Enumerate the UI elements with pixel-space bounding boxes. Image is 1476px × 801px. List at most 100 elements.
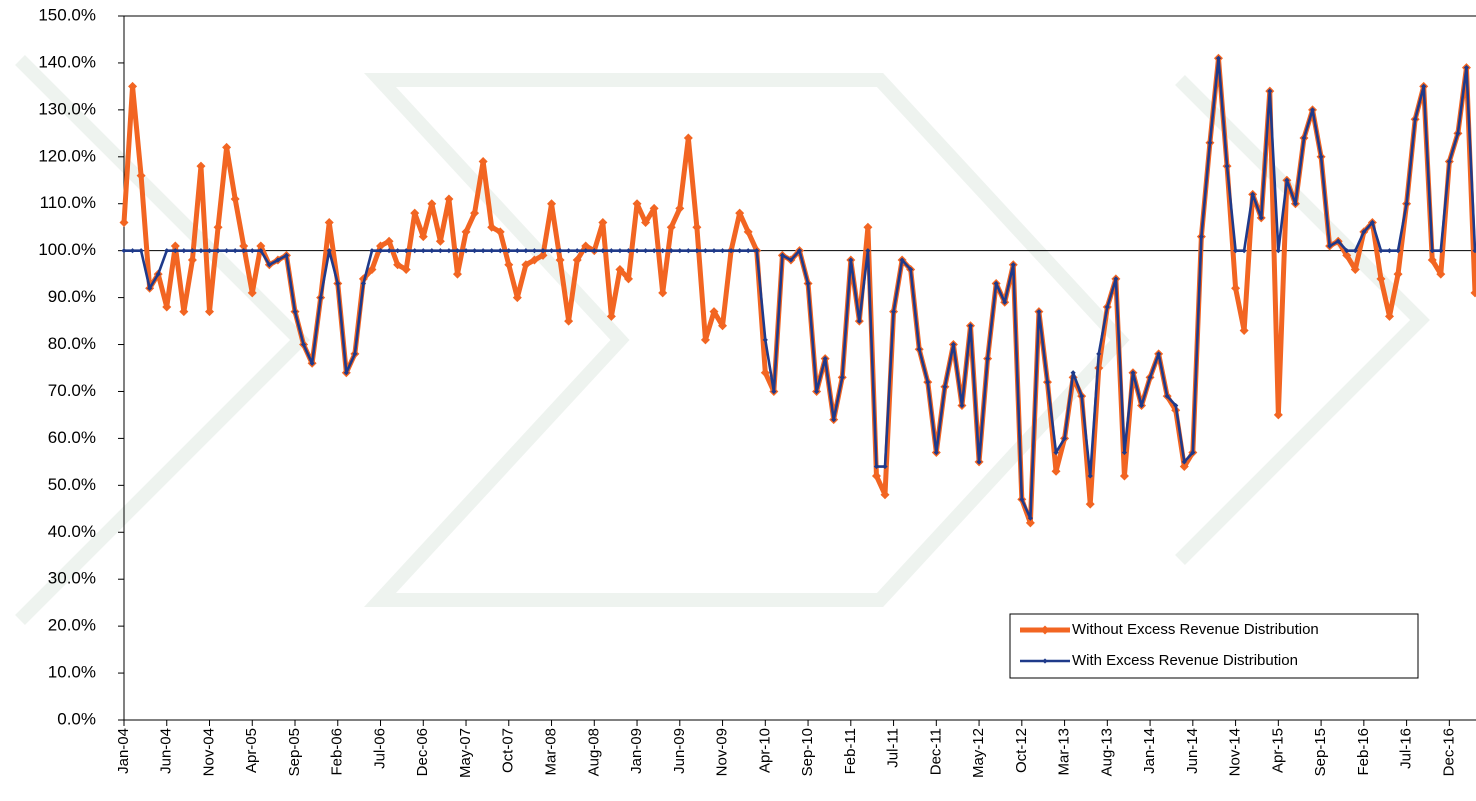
data-point bbox=[1120, 471, 1129, 480]
data-point bbox=[1242, 248, 1247, 253]
x-tick-label: Oct-07 bbox=[500, 728, 517, 773]
x-tick-label: Jan-09 bbox=[628, 728, 645, 774]
data-point bbox=[446, 248, 451, 253]
y-tick-label: 130.0% bbox=[38, 99, 96, 118]
y-tick-label: 140.0% bbox=[38, 52, 96, 71]
data-point bbox=[617, 248, 622, 253]
data-point bbox=[863, 223, 872, 232]
y-tick-label: 0.0% bbox=[57, 709, 96, 728]
x-tick-label: Feb-11 bbox=[842, 728, 859, 774]
data-point bbox=[472, 248, 477, 253]
x-tick-label: Apr-05 bbox=[243, 728, 260, 773]
data-point bbox=[515, 248, 520, 253]
data-point bbox=[224, 248, 229, 253]
x-tick-label: Sep-15 bbox=[1312, 728, 1329, 776]
y-tick-label: 90.0% bbox=[48, 287, 96, 306]
x-tick-label: Sep-05 bbox=[286, 728, 303, 776]
data-point bbox=[1387, 248, 1392, 253]
x-tick-label: Jun-09 bbox=[671, 728, 688, 774]
data-point bbox=[498, 248, 503, 253]
data-point bbox=[181, 248, 186, 253]
data-point bbox=[549, 248, 554, 253]
data-point bbox=[658, 288, 667, 297]
x-tick-label: Dec-06 bbox=[414, 728, 431, 776]
y-tick-label: 120.0% bbox=[38, 146, 96, 165]
x-tick-label: Jul-11 bbox=[885, 728, 902, 768]
x-tick-label: Jan-14 bbox=[1141, 728, 1158, 774]
data-point bbox=[222, 143, 231, 152]
y-tick-label: 70.0% bbox=[48, 381, 96, 400]
x-tick-label: Jan-04 bbox=[115, 728, 132, 774]
y-tick-label: 150.0% bbox=[38, 5, 96, 24]
data-point bbox=[139, 248, 144, 253]
x-tick-label: Feb-06 bbox=[329, 728, 346, 776]
x-tick-label: Sep-10 bbox=[799, 728, 816, 776]
data-point bbox=[481, 248, 486, 253]
data-point bbox=[703, 248, 708, 253]
y-tick-label: 80.0% bbox=[48, 334, 96, 353]
data-point bbox=[692, 223, 701, 232]
x-tick-label: May-12 bbox=[970, 728, 987, 778]
x-tick-label: Apr-15 bbox=[1269, 728, 1286, 773]
series-line bbox=[124, 58, 1475, 518]
y-tick-label: 100.0% bbox=[38, 240, 96, 259]
data-point bbox=[566, 248, 571, 253]
data-point bbox=[412, 248, 417, 253]
x-tick-label: Jul-16 bbox=[1398, 728, 1415, 769]
x-tick-label: Dec-16 bbox=[1440, 728, 1457, 776]
data-point bbox=[609, 248, 614, 253]
data-point bbox=[634, 248, 639, 253]
y-tick-label: 50.0% bbox=[48, 475, 96, 494]
x-tick-label: Nov-04 bbox=[200, 728, 217, 776]
x-tick-label: Oct-12 bbox=[1013, 728, 1030, 773]
data-point bbox=[686, 248, 691, 253]
data-point bbox=[643, 248, 648, 253]
x-tick-label: Nov-09 bbox=[714, 728, 731, 776]
y-tick-label: 10.0% bbox=[48, 663, 96, 682]
x-tick-label: Nov-14 bbox=[1227, 728, 1244, 776]
data-point bbox=[369, 248, 374, 253]
x-tick-label: Jul-06 bbox=[371, 728, 388, 769]
data-point bbox=[121, 248, 126, 253]
data-point bbox=[711, 248, 716, 253]
y-tick-label: 40.0% bbox=[48, 522, 96, 541]
x-tick-label: Apr-10 bbox=[756, 728, 773, 773]
data-point bbox=[489, 248, 494, 253]
x-tick-label: Jun-14 bbox=[1184, 728, 1201, 774]
data-point bbox=[421, 248, 426, 253]
data-point bbox=[120, 218, 129, 227]
data-point bbox=[196, 162, 205, 171]
y-tick-label: 30.0% bbox=[48, 569, 96, 588]
x-tick-label: Aug-13 bbox=[1098, 728, 1115, 776]
data-point bbox=[188, 256, 197, 265]
data-point bbox=[1274, 410, 1283, 419]
data-point bbox=[677, 248, 682, 253]
data-point bbox=[737, 248, 742, 253]
data-point bbox=[429, 248, 434, 253]
data-point bbox=[547, 199, 556, 208]
data-point bbox=[684, 134, 693, 143]
data-point bbox=[438, 248, 443, 253]
y-tick-label: 110.0% bbox=[40, 193, 96, 212]
x-tick-label: Aug-08 bbox=[585, 728, 602, 776]
data-point bbox=[564, 317, 573, 326]
y-tick-label: 60.0% bbox=[48, 428, 96, 447]
x-tick-label: Dec-11 bbox=[927, 728, 944, 775]
x-tick-label: Mar-08 bbox=[543, 728, 560, 776]
data-point bbox=[205, 307, 214, 316]
data-point bbox=[128, 82, 137, 91]
y-tick-label: 20.0% bbox=[48, 616, 96, 635]
data-point bbox=[479, 157, 488, 166]
data-point bbox=[214, 223, 223, 232]
data-point bbox=[746, 248, 751, 253]
x-tick-label: May-07 bbox=[457, 728, 474, 778]
data-point bbox=[325, 218, 334, 227]
x-tick-label: Feb-16 bbox=[1355, 728, 1372, 776]
data-point bbox=[1086, 500, 1095, 509]
x-tick-label: Jun-04 bbox=[158, 728, 175, 774]
data-point bbox=[179, 307, 188, 316]
data-point bbox=[720, 248, 725, 253]
legend-label: Without Excess Revenue Distribution bbox=[1072, 621, 1319, 638]
data-point bbox=[250, 248, 255, 253]
